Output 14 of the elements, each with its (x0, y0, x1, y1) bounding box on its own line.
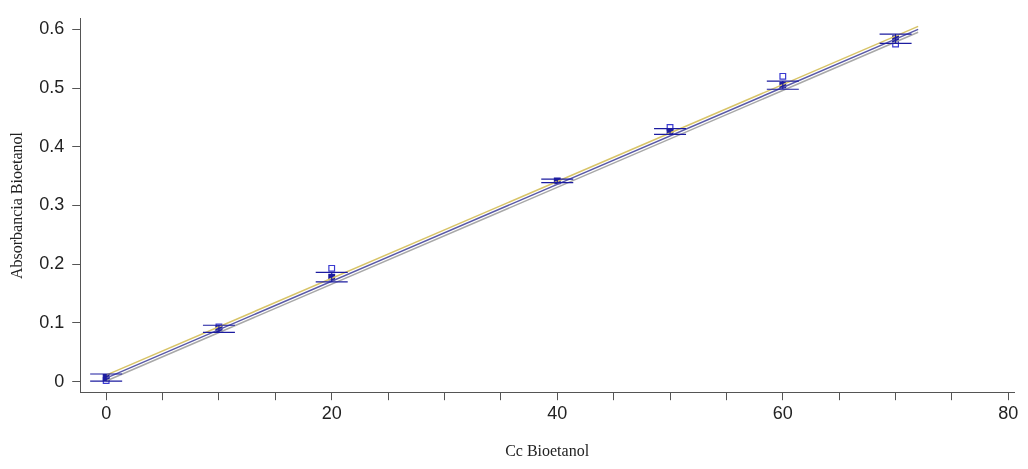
y-tick-label: 0.6 (39, 18, 65, 39)
y-tick-label: 0 (54, 370, 65, 391)
x-tick-label: 60 (772, 402, 793, 423)
y-tick-label: 0.4 (39, 135, 65, 156)
y-tick-label: 0.5 (39, 77, 65, 98)
y-axis-title: Absorbancia Bioetanol (7, 131, 25, 280)
y-tick-label: 0.3 (39, 194, 65, 215)
x-tick-label: 40 (547, 402, 568, 423)
x-tick-label: 20 (321, 402, 342, 423)
x-tick-label: 80 (998, 402, 1019, 423)
x-axis-title: Cc Bioetanol (505, 441, 590, 459)
y-tick-label: 0.2 (39, 253, 65, 274)
x-tick-label: 0 (101, 402, 112, 423)
y-tick-label: 0.1 (39, 311, 65, 332)
